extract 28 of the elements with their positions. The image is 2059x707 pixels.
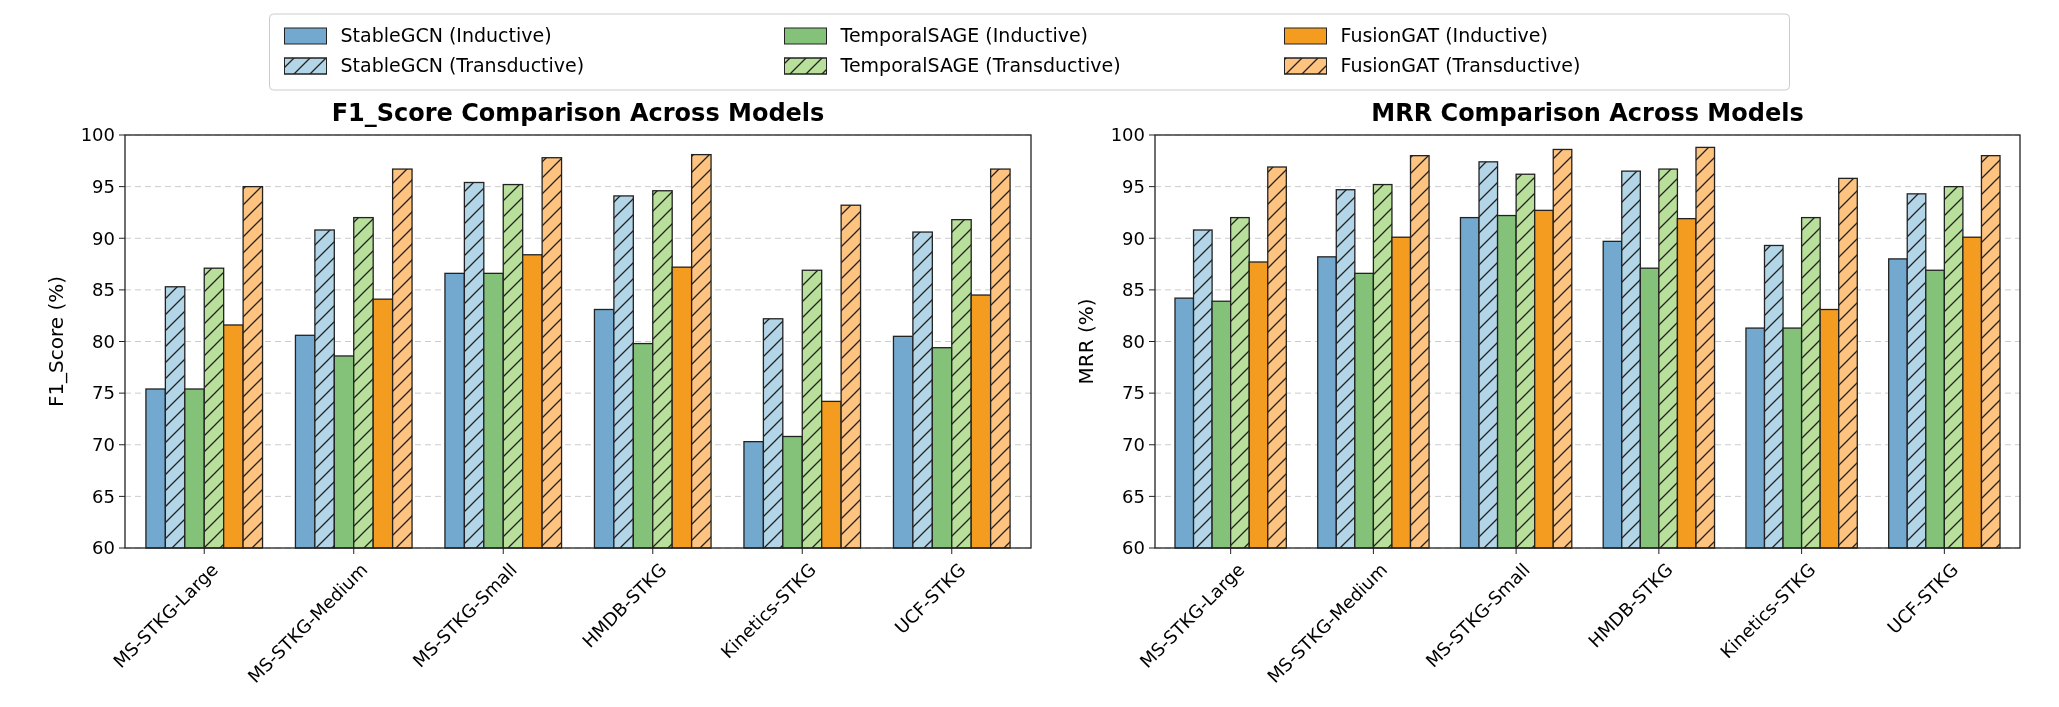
y-tick-label: 90 <box>92 227 115 249</box>
y-tick-label: 65 <box>92 485 115 507</box>
y-tick-label: 60 <box>1122 537 1145 559</box>
legend-label: StableGCN (Inductive) <box>340 24 552 46</box>
chart-title: MRR Comparison Across Models <box>1371 99 1804 127</box>
y-tick-label: 75 <box>1122 382 1145 404</box>
y-tick-label: 70 <box>92 434 115 456</box>
y-tick-label: 85 <box>1122 279 1145 301</box>
y-axis-title: MRR (%) <box>1074 298 1098 385</box>
y-tick-label: 95 <box>1122 175 1145 197</box>
chart-title: F1_Score Comparison Across Models <box>331 99 825 127</box>
y-tick-label: 70 <box>1122 434 1145 456</box>
y-tick-label: 75 <box>92 382 115 404</box>
y-tick-label: 65 <box>1122 485 1145 507</box>
y-tick-label: 80 <box>1122 330 1145 352</box>
y-axis-title: F1_Score (%) <box>44 275 68 408</box>
legend-label: TemporalSAGE (Transductive) <box>839 54 1121 76</box>
y-tick-label: 100 <box>80 124 115 146</box>
y-tick-label: 100 <box>1110 124 1145 146</box>
y-tick-label: 60 <box>92 537 115 559</box>
legend-label: FusionGAT (Inductive) <box>1340 24 1548 46</box>
legend-label: FusionGAT (Transductive) <box>1340 54 1581 76</box>
y-tick-label: 95 <box>92 175 115 197</box>
y-tick-label: 90 <box>1122 227 1145 249</box>
y-tick-label: 80 <box>92 330 115 352</box>
legend-label: StableGCN (Transductive) <box>340 54 585 76</box>
legend-label: TemporalSAGE (Inductive) <box>839 24 1089 46</box>
y-tick-label: 85 <box>92 279 115 301</box>
